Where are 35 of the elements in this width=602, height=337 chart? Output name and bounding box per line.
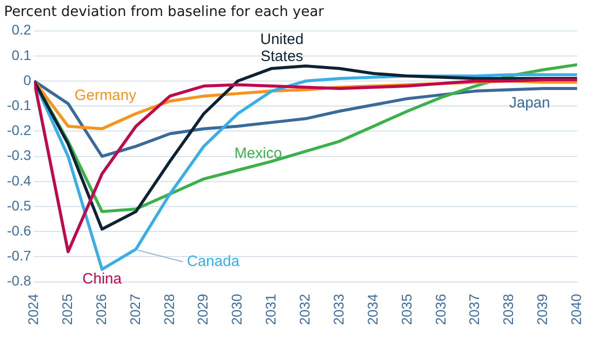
y-tick-label: -0.8 <box>7 272 32 289</box>
y-tick-label: 0 <box>23 72 32 88</box>
y-tick-label: -0.5 <box>7 197 32 214</box>
series-label: Japan <box>509 94 550 112</box>
x-tick-label: 2039 <box>534 294 550 326</box>
x-tick-label: 2036 <box>432 294 448 326</box>
text: Canada <box>186 252 240 270</box>
y-tick-label: -0.2 <box>7 122 32 138</box>
series-label: United States <box>260 31 304 66</box>
x-tick-label: 2029 <box>194 294 211 326</box>
x-tick-label: 2031 <box>262 294 279 326</box>
y-tick-label: -0.7 <box>7 248 32 264</box>
x-tick-label: 2033 <box>330 294 346 326</box>
x-tick-label: 2027 <box>126 294 143 326</box>
x-tick-label: 2028 <box>160 294 177 326</box>
y-tick-label: -0.1 <box>7 96 32 113</box>
y-tick-label: 0.2 <box>12 22 32 38</box>
x-tick-label: 2038 <box>500 294 516 326</box>
series-label: Germany <box>74 87 137 104</box>
y-tick-label: 0.1 <box>12 46 32 63</box>
x-tick-label: 2024 <box>24 294 41 326</box>
x-tick-label: 2026 <box>92 294 109 326</box>
x-tick-label: 2035 <box>398 294 414 326</box>
chart-title: Percent deviation from baseline for each year <box>4 4 324 20</box>
series-label: China <box>82 270 122 288</box>
x-tick-label: 2034 <box>364 294 380 326</box>
y-tick-label: -0.4 <box>7 172 32 188</box>
series-label: Mexico <box>234 144 282 162</box>
y-tick-label: -0.3 <box>7 147 32 164</box>
x-tick-label: 2037 <box>466 294 482 326</box>
x-tick-label: 2030 <box>228 294 245 326</box>
x-tick-label: 2025 <box>58 294 75 326</box>
y-tick-label: -0.6 <box>7 222 32 239</box>
x-tick-label: 2032 <box>296 294 313 326</box>
x-tick-label: 2040 <box>568 294 584 326</box>
